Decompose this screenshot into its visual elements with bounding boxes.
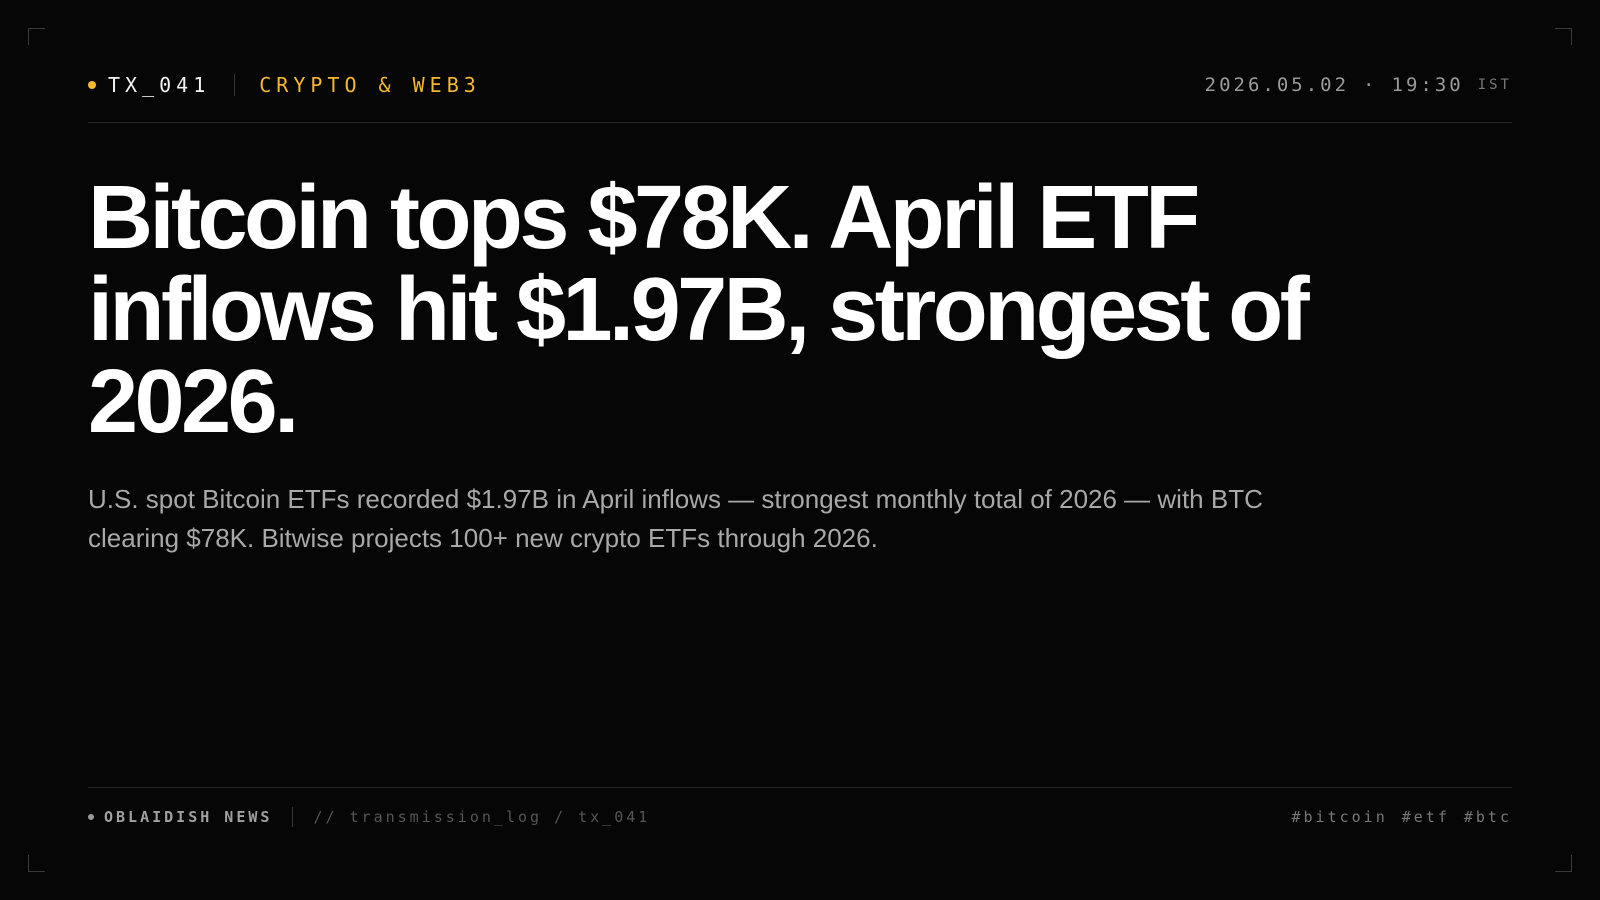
header-rule: [88, 122, 1512, 123]
timezone: IST: [1477, 77, 1512, 93]
corner-mark: [28, 28, 45, 45]
tags: #bitcoin #etf #btc: [1292, 808, 1513, 826]
log-path: // transmission_log / tx_041: [313, 808, 651, 826]
brand-dot: [88, 814, 94, 820]
separator: ·: [1363, 74, 1378, 96]
tag[interactable]: #etf: [1401, 808, 1450, 826]
transmission-id: TX_041: [108, 73, 211, 97]
footer: OBLAIDISH NEWS // transmission_log / tx_…: [88, 805, 1512, 829]
header: TX_041 CRYPTO & WEB3 2026.05.02 · 19:30 …: [88, 70, 1512, 100]
tag[interactable]: #bitcoin: [1291, 808, 1388, 826]
tag[interactable]: #btc: [1463, 808, 1512, 826]
corner-mark: [1555, 855, 1572, 872]
divider: [234, 74, 236, 96]
headline: Bitcoin tops $78K. April ETF inflows hit…: [88, 168, 1310, 452]
summary: U.S. spot Bitcoin ETFs recorded $1.97B i…: [88, 484, 1263, 553]
brand: OBLAIDISH NEWS: [104, 808, 273, 826]
category: CRYPTO & WEB3: [259, 73, 481, 97]
timestamp: 2026.05.02 · 19:30 IST: [1205, 74, 1512, 96]
corner-mark: [28, 855, 45, 872]
divider: [292, 807, 294, 827]
time: 19:30: [1391, 74, 1464, 96]
footer-rule: [88, 787, 1512, 788]
status-dot: [88, 81, 96, 89]
date: 2026.05.02: [1204, 74, 1350, 96]
corner-mark: [1555, 28, 1572, 45]
